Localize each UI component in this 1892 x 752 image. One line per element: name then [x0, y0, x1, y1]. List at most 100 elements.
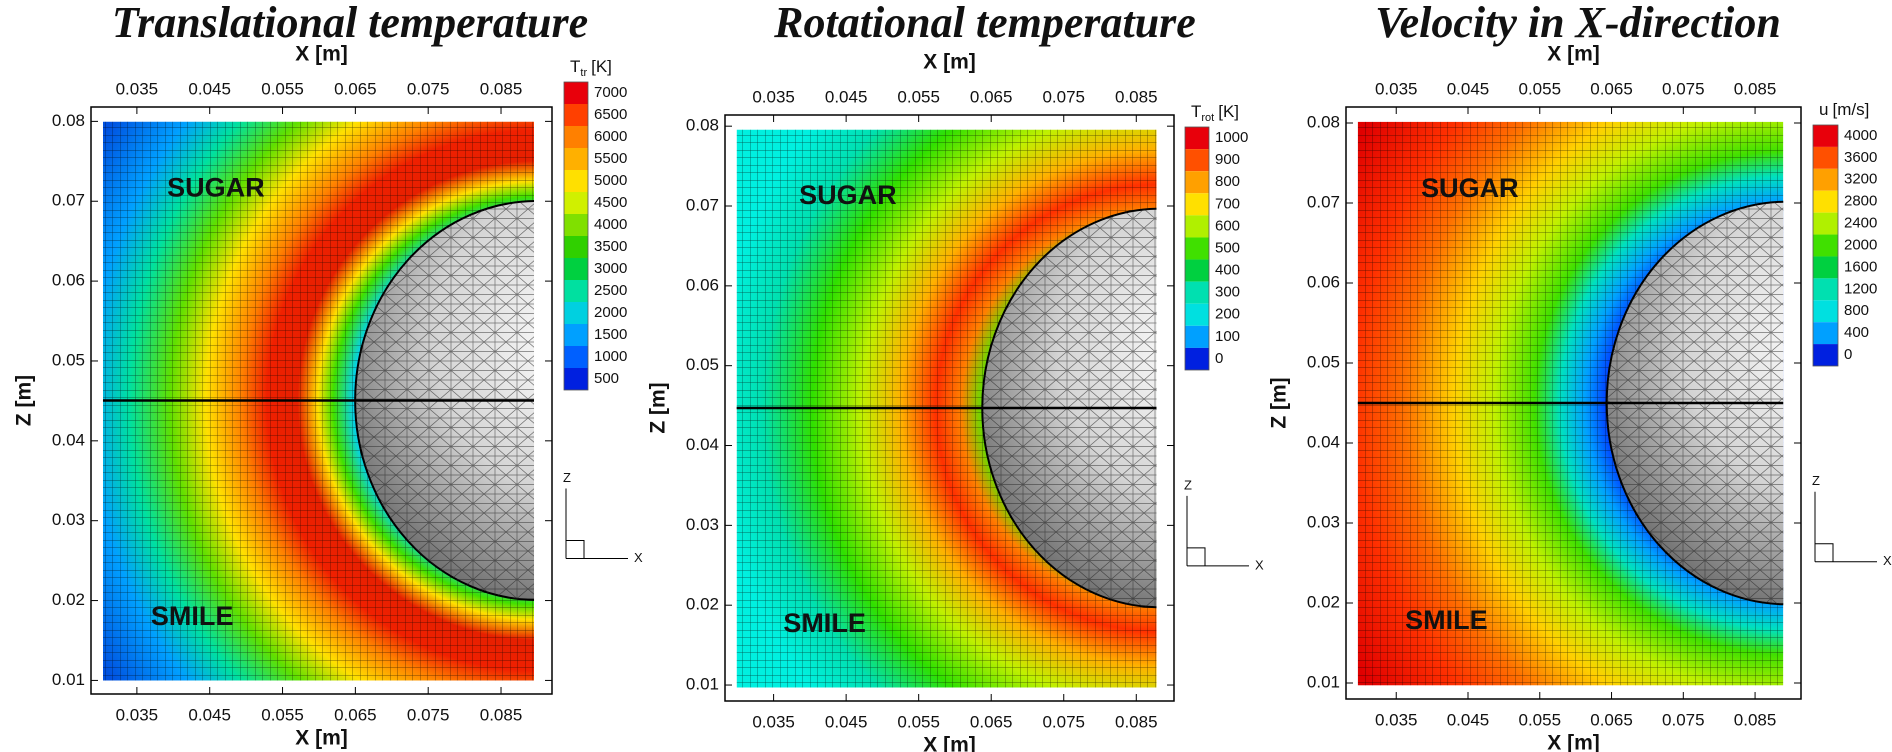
colorbar-box: [564, 192, 588, 214]
x-tick-label: 0.085: [1734, 710, 1777, 729]
triad-box: [1187, 547, 1206, 566]
y-tick-label: 0.05: [1307, 352, 1340, 371]
triad-box: [566, 540, 585, 559]
x-tick-label: 0.035: [116, 79, 159, 98]
colorbar-box: [564, 280, 588, 302]
colorbar-box: [1813, 146, 1838, 169]
colorbar-tick-label: 3600: [1844, 149, 1877, 166]
y-tick-label: 0.08: [1307, 112, 1340, 131]
colorbar-box: [564, 324, 588, 346]
colorbar-box: [564, 170, 588, 192]
y-tick-label: 0.05: [52, 350, 85, 369]
plot-frame: [1345, 106, 1802, 700]
panel: Translational temperature0.0350.0350.045…: [13, 0, 643, 750]
colorbar-tick-label: 700: [1215, 195, 1240, 212]
colorbar-tick-label: 4000: [594, 216, 627, 233]
y-tick-label: 0.06: [52, 271, 85, 290]
colorbar-box: [1813, 300, 1838, 323]
x-tick-label: 0.045: [1447, 710, 1490, 729]
x-tick-label: 0.055: [1518, 79, 1561, 98]
colorbar-box: [1813, 344, 1838, 366]
colorbar-box: [1185, 171, 1209, 194]
y-tick-label: 0.03: [52, 510, 85, 529]
x-tick-label: 0.045: [825, 712, 868, 731]
y-tick-label: 0.07: [52, 191, 85, 210]
x-tick-label: 0.035: [1375, 79, 1418, 98]
colorbar-box: [564, 148, 588, 170]
colorbar-box: [564, 104, 588, 126]
colorbar-subscript: tr: [580, 67, 587, 79]
colorbar-box: [564, 214, 588, 236]
triad-label: Z: [1184, 477, 1192, 492]
annotation: SMILE: [783, 608, 866, 638]
colorbar-unit: [K]: [591, 57, 612, 76]
x-tick-label: 0.045: [825, 87, 868, 106]
colorbar-tick-label: 2000: [1844, 236, 1877, 253]
colorbar-tick-label: 5500: [594, 150, 627, 167]
colorbar-box: [564, 302, 588, 324]
x-tick-label: 0.085: [1115, 87, 1158, 106]
x-tick-label: 0.045: [188, 79, 231, 98]
y-tick-label: 0.06: [1307, 272, 1340, 291]
x-tick-label: 0.075: [1662, 710, 1705, 729]
x-tick-label: 0.055: [897, 712, 940, 731]
colorbar-box: [1185, 281, 1209, 304]
colorbar-symbol: T: [570, 57, 580, 76]
triad-box: [1815, 543, 1834, 562]
colorbar-box: [1813, 168, 1838, 191]
colorbar-box: [1813, 190, 1838, 213]
x-axis-label: X [m]: [295, 43, 348, 66]
colorbar-box: [1185, 215, 1209, 238]
chart-title: Rotational temperature: [773, 0, 1196, 47]
colorbar-box: [1813, 322, 1838, 345]
colorbar-symbol: u: [1819, 100, 1828, 119]
y-tick-label: 0.02: [52, 590, 85, 609]
colorbar-tick-label: 400: [1844, 324, 1869, 341]
y-axis-label: Z [m]: [1268, 377, 1291, 428]
x-tick-label: 0.035: [116, 705, 159, 724]
x-axis-label: X [m]: [1547, 43, 1600, 66]
colorbar-tick-label: 0: [1215, 350, 1223, 367]
colorbar-unit: [K]: [1218, 102, 1239, 121]
annotation: SMILE: [151, 601, 234, 631]
colorbar-box: [564, 82, 588, 104]
x-tick-label: 0.085: [1734, 79, 1777, 98]
y-tick-label: 0.01: [686, 675, 719, 694]
x-tick-label: 0.085: [480, 79, 523, 98]
x-tick-label: 0.065: [1590, 710, 1633, 729]
triad-label: Z: [563, 470, 571, 485]
triad-label: Z: [1812, 473, 1820, 488]
colorbar-tick-label: 4000: [1844, 127, 1877, 144]
x-tick-label: 0.035: [752, 712, 795, 731]
colorbar-box: [1813, 278, 1838, 301]
y-tick-label: 0.01: [1307, 672, 1340, 691]
y-axis-label: Z [m]: [647, 382, 670, 433]
y-tick-label: 0.04: [1307, 432, 1340, 451]
colorbar-tick-label: 7000: [594, 84, 627, 101]
annotation: SUGAR: [167, 172, 265, 202]
colorbar-tick-label: 200: [1215, 306, 1240, 323]
colorbar-tick-label: 3000: [594, 260, 627, 277]
colorbar-frame: [563, 81, 589, 391]
colorbar-box: [564, 368, 588, 390]
colorbar-box: [1185, 259, 1209, 282]
x-tick-label: 0.055: [897, 87, 940, 106]
colorbar-label: Ttr [K]: [570, 57, 612, 78]
x-tick-label: 0.035: [752, 87, 795, 106]
y-tick-label: 0.05: [686, 355, 719, 374]
panel: Velocity in X-direction 0.035 0.035 0.045 0.…: [1268, 0, 1892, 752]
colorbar-tick-label: 900: [1215, 151, 1240, 168]
x-tick-label: 0.085: [480, 705, 523, 724]
y-tick-label: 0.08: [686, 116, 719, 135]
x-tick-label: 0.085: [1115, 712, 1158, 731]
chart-title: Velocity in X-direction: [1375, 0, 1781, 47]
colorbar-tick-label: 5000: [594, 172, 627, 189]
y-tick-label: 0.07: [686, 195, 719, 214]
colorbar-tick-label: 800: [1215, 173, 1240, 190]
y-tick-label: 0.07: [1307, 192, 1340, 211]
x-axis-label: X [m]: [1547, 732, 1600, 752]
x-tick-label: 0.065: [334, 79, 377, 98]
colorbar-box: [1185, 325, 1209, 348]
colorbar-box: [1185, 149, 1209, 172]
x-tick-label: 0.075: [407, 79, 450, 98]
